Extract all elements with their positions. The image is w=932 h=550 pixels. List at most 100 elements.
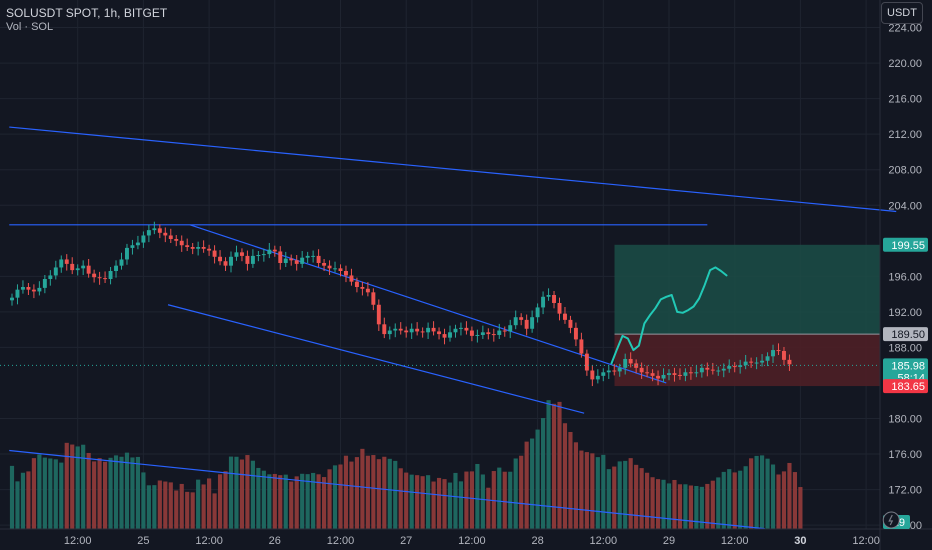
current-price-badge-bg	[883, 358, 928, 385]
volume-bar	[716, 477, 721, 529]
volume-bar	[376, 459, 381, 529]
entry-price-badge: 189.50	[891, 329, 925, 341]
volume-bar	[217, 474, 223, 529]
candle-body	[163, 232, 168, 236]
candle-body	[530, 317, 535, 329]
candle-body	[201, 247, 206, 249]
candle-body	[278, 251, 283, 264]
candle-body	[705, 367, 710, 370]
volume-bar	[113, 455, 119, 529]
currency-button[interactable]: USDT	[881, 2, 923, 24]
candle-body	[677, 374, 682, 376]
candle-body	[26, 286, 31, 290]
volume-bar	[513, 458, 518, 529]
candle-body	[322, 263, 327, 266]
volume-bar	[787, 462, 792, 529]
volume-bar	[272, 473, 277, 529]
volume-bar	[48, 458, 53, 529]
candle-body	[448, 332, 452, 338]
candle-body	[771, 350, 775, 357]
volume-bar	[31, 458, 36, 529]
volume-bar	[601, 454, 606, 529]
volume-bar	[261, 470, 266, 529]
volume-bar	[661, 479, 666, 529]
candle-body	[283, 258, 288, 264]
candle-body	[404, 330, 409, 333]
candle-body	[245, 255, 250, 264]
volume-bar	[458, 481, 464, 529]
candle-body	[108, 271, 113, 279]
time-tick-label: 12:00	[458, 535, 486, 547]
lightning-icon[interactable]	[882, 511, 900, 529]
candle-body	[732, 366, 737, 368]
volume-bar	[37, 454, 42, 529]
volume-bar	[497, 467, 502, 529]
volume-bar	[207, 478, 212, 529]
volume-bar	[699, 486, 704, 529]
candle-body	[765, 356, 770, 361]
candle-body	[754, 362, 759, 364]
candle-body	[234, 252, 239, 257]
time-tick-label: 12:00	[721, 535, 749, 547]
candle-body	[53, 267, 58, 276]
candle-body	[344, 271, 348, 276]
volume-bar	[464, 471, 469, 529]
volume-bar	[705, 483, 710, 529]
volume-bar	[573, 442, 579, 529]
candle-body	[442, 334, 447, 338]
stop-price-badge: 183.65	[891, 381, 925, 393]
candle-body	[688, 372, 693, 374]
candle-body	[563, 313, 567, 320]
volume-bar	[141, 472, 146, 529]
candle-body	[398, 328, 403, 331]
volume-bar	[267, 474, 272, 529]
volume-bar	[710, 480, 715, 529]
volume-bar	[152, 485, 157, 529]
volume-bar	[365, 455, 370, 529]
candle-body	[37, 287, 42, 292]
volume-bar	[316, 474, 321, 529]
volume-bar	[776, 474, 781, 529]
time-tick-label: 12:00	[327, 535, 355, 547]
candle-body	[305, 255, 310, 258]
candle-body	[256, 255, 261, 257]
volume-bar	[64, 442, 69, 529]
candle-body	[239, 252, 244, 256]
candle-body	[393, 328, 398, 331]
volume-bar	[524, 441, 529, 529]
candle-body	[338, 268, 343, 272]
candle-body	[557, 302, 562, 314]
stop-zone	[614, 334, 880, 387]
forecast-drawing	[610, 266, 728, 365]
candle-body	[185, 245, 190, 248]
candle-body	[694, 372, 699, 374]
volume-bar	[212, 493, 217, 529]
volume-bar	[491, 471, 496, 529]
candle-body	[760, 360, 765, 363]
volume-bar	[102, 461, 108, 529]
volume-bar	[792, 472, 798, 529]
candle-body	[458, 327, 463, 329]
candle-body	[661, 374, 666, 379]
volume-bar	[9, 465, 15, 529]
price-tick-label: 204.00	[888, 200, 922, 212]
candle-body	[617, 367, 622, 372]
volume-bar	[163, 481, 168, 529]
volume-bar	[650, 477, 655, 529]
volume-bar	[223, 471, 228, 529]
volume-bar	[404, 472, 409, 529]
volume-bar	[409, 474, 414, 529]
candle-body	[480, 332, 485, 335]
candle-body	[64, 259, 69, 264]
candle-body	[727, 366, 732, 369]
entry-price-badge-bg	[883, 327, 928, 342]
volume-bar	[86, 452, 91, 529]
volume-bar	[551, 403, 557, 529]
candle-body	[125, 247, 129, 260]
time-tick-label: 12:00	[590, 535, 618, 547]
volume-bar	[256, 467, 261, 529]
candle-body	[75, 268, 80, 271]
volume-bar	[732, 472, 737, 529]
trend-line	[9, 126, 897, 213]
